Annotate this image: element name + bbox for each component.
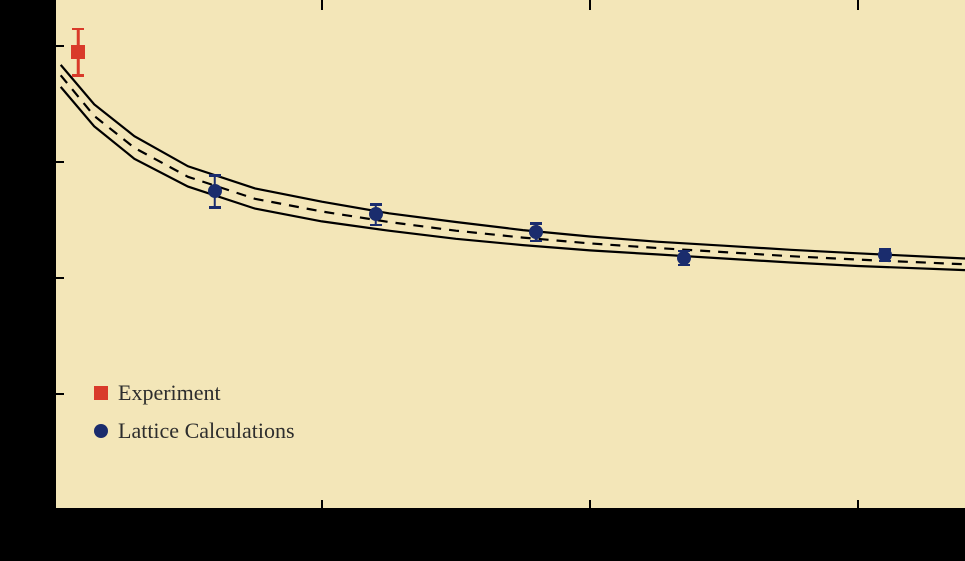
x-tick [321,500,323,510]
x-axis-line [54,508,965,510]
y-tick-label: 0.4 [21,266,46,289]
y-tick-label: 0.2 [21,382,46,405]
lattice-point [208,184,222,198]
x-axis-title: Pion Mass Squared (GeV²) [374,538,591,561]
error-cap [530,240,542,243]
legend-item-lattice: Lattice Calculations [94,418,295,444]
curve-layer [0,0,965,543]
y-tick [54,509,64,511]
y-tick-label: 0.0 [21,498,46,521]
lattice-point [529,225,543,239]
error-cap [72,74,84,77]
lattice-point [369,207,383,221]
chart-container: 0.00.20.40.60.00.20.40.60.8 Experiment L… [0,0,965,543]
y-tick [54,45,64,47]
lattice-point [878,248,892,262]
x-tick-label: 0.6 [843,514,868,537]
y-tick-label: 0.8 [21,34,46,57]
fit-curve-solid [61,65,965,259]
error-cap [72,28,84,31]
circle-icon [94,424,108,438]
lattice-point [677,251,691,265]
experiment-point [71,45,85,59]
x-tick-top [53,0,55,10]
x-tick-top [857,0,859,10]
x-tick-label: 0.4 [575,514,600,537]
x-tick-top [589,0,591,10]
error-cap [370,224,382,227]
error-cap [209,174,221,177]
y-tick-label: 0.6 [21,150,46,173]
legend-label: Experiment [118,380,221,406]
fit-curve-solid [61,87,965,270]
y-axis-line [54,0,56,510]
y-tick [54,161,64,163]
y-tick [54,393,64,395]
legend-item-experiment: Experiment [94,380,295,406]
y-tick [54,277,64,279]
legend: Experiment Lattice Calculations [94,380,295,456]
square-icon [94,386,108,400]
x-tick [589,500,591,510]
x-tick-top [321,0,323,10]
x-tick [857,500,859,510]
x-tick-label: 0.2 [307,514,332,537]
legend-label: Lattice Calculations [118,418,295,444]
error-cap [370,203,382,206]
error-cap [209,206,221,209]
